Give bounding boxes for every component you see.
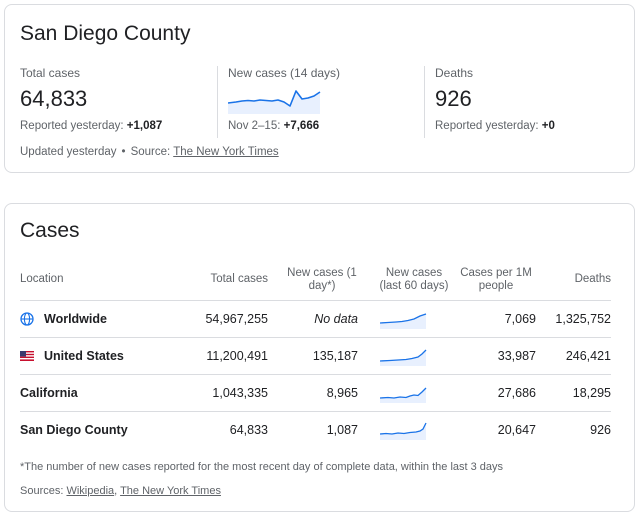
per-million-cell: 33,987 — [450, 337, 536, 375]
source-link-nyt[interactable]: The New York Times — [173, 146, 279, 158]
us-flag-icon — [20, 350, 34, 361]
location-name: California — [20, 385, 78, 400]
sparkline-cell — [358, 411, 450, 448]
col-new-cases-1day-text: New cases (1 day*) — [287, 266, 357, 292]
total-cell: 54,967,255 — [160, 300, 268, 338]
location-cell: California — [20, 374, 160, 412]
sparkline-cell — [358, 337, 450, 375]
sparkline-cell — [358, 300, 450, 338]
cases-table: Location Total cases New cases (1 day*) … — [20, 260, 611, 448]
location-name: United States — [44, 348, 124, 363]
new-cases-stat[interactable]: New cases (14 days) Nov 2–15: +7,666 — [217, 66, 424, 138]
deaths-value: 926 — [435, 86, 472, 111]
location-cell: Worldwide — [20, 300, 160, 338]
source-link-nyt[interactable]: The New York Times — [120, 485, 221, 497]
col-total-cases: Total cases — [160, 260, 268, 301]
deaths-cell: 246,421 — [536, 337, 611, 375]
table-row[interactable]: United States 11,200,491 135,187 33,987 … — [20, 337, 611, 375]
total-cases-label: Total cases — [20, 66, 81, 80]
total-cell: 64,833 — [229, 422, 268, 437]
cases-card: Cases Location Total cases New cases (1 … — [4, 203, 635, 512]
sources-separator: , — [114, 485, 121, 497]
new-cell: No data — [268, 300, 358, 338]
location-cell: San Diego County — [20, 411, 160, 448]
total-reported-prefix: Reported yesterday: — [20, 120, 127, 132]
col-cases-per-million-text: Cases per 1M people — [460, 266, 532, 292]
new-cases-14day-sparkline[interactable] — [228, 86, 323, 114]
col-new-cases-60days: New cases (last 60 days) — [358, 260, 450, 301]
sparkline-60days — [380, 387, 427, 403]
new-cases-label: New cases (14 days) — [228, 66, 341, 80]
sparkline-60days — [380, 422, 427, 440]
new-cell: 135,187 — [268, 337, 358, 375]
new-range-value: +7,666 — [283, 120, 320, 132]
sources-line: Sources: Wikipedia, The New York Times — [20, 485, 221, 497]
sparkline-60days — [380, 349, 427, 366]
deaths-cell: 926 — [590, 422, 611, 437]
deaths-reported-value: +0 — [541, 120, 555, 132]
sparkline-60days — [380, 312, 427, 329]
col-deaths: Deaths — [536, 260, 611, 301]
source-prefix: Source: — [130, 146, 174, 158]
sparkline-cell — [358, 374, 450, 412]
summary-card: San Diego County Total cases 64,833 Repo… — [4, 4, 635, 173]
table-header-row: Location Total cases New cases (1 day*) … — [20, 260, 611, 301]
location-cell: United States — [20, 337, 160, 375]
deaths-cell: 1,325,752 — [536, 300, 611, 338]
location-name: Worldwide — [44, 311, 107, 326]
new-cases-range: Nov 2–15: +7,666 — [228, 120, 319, 132]
col-new-cases-60days-text: New cases (last 60 days) — [379, 266, 449, 292]
new-cell: 8,965 — [268, 374, 358, 412]
deaths-reported-prefix: Reported yesterday: — [435, 120, 542, 132]
deaths-label: Deaths — [435, 66, 474, 80]
source-link-wikipedia[interactable]: Wikipedia — [66, 485, 115, 497]
deaths-reported: Reported yesterday: +0 — [435, 120, 555, 132]
globe-icon — [20, 311, 34, 326]
updated-text: Updated yesterday — [20, 146, 117, 158]
new-range-prefix: Nov 2–15: — [228, 120, 284, 132]
per-million-cell: 20,647 — [497, 422, 536, 437]
total-cases-stat: Total cases 64,833 Reported yesterday: +… — [20, 66, 216, 138]
col-location: Location — [20, 260, 160, 301]
total-reported-value: +1,087 — [126, 120, 163, 132]
col-new-cases-1day: New cases (1 day*) — [268, 260, 358, 301]
col-cases-per-million: Cases per 1M people — [450, 260, 536, 301]
sparkline-area — [228, 91, 320, 114]
per-million-cell: 7,069 — [450, 300, 536, 338]
deaths-stat: Deaths 926 Reported yesterday: +0 — [424, 66, 624, 138]
deaths-cell: 18,295 — [536, 374, 611, 412]
cases-title: Cases — [20, 219, 80, 242]
summary-footer: Updated yesterday • Source: The New York T… — [20, 146, 279, 158]
total-cell: 1,043,335 — [160, 374, 268, 412]
total-cell: 11,200,491 — [160, 337, 268, 375]
table-row[interactable]: San Diego County 64,833 1,087 20,647 926 — [20, 411, 611, 448]
footnote: *The number of new cases reported for th… — [20, 461, 504, 473]
sources-prefix: Sources: — [20, 485, 67, 497]
table-row[interactable]: Worldwide 54,967,255 No data 7,069 1,325… — [20, 300, 611, 338]
separator-dot: • — [121, 146, 126, 158]
new-cell: 1,087 — [326, 422, 358, 437]
total-cases-value: 64,833 — [20, 86, 88, 111]
summary-title: San Diego County — [20, 22, 191, 45]
total-cases-reported: Reported yesterday: +1,087 — [20, 120, 162, 132]
sparkline-line — [228, 90, 321, 107]
per-million-cell: 27,686 — [450, 374, 536, 412]
table-row[interactable]: California 1,043,335 8,965 27,686 18,295 — [20, 374, 611, 412]
location-name: San Diego County — [20, 422, 128, 437]
